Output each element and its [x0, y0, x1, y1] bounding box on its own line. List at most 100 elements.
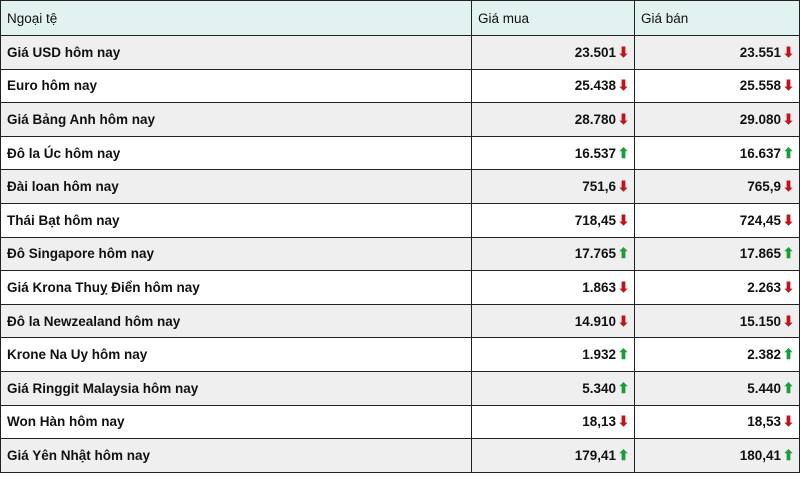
- table-row: Thái Bạt hôm nay 718,45 ⬇ 724,45 ⬇: [0, 202, 800, 238]
- table-row: Giá Ringgit Malaysia hôm nay 5.340 ⬆ 5.440 ⬆: [0, 370, 800, 406]
- sell-price: 180,41 ⬆: [634, 438, 800, 473]
- sell-price-value: 2.263: [747, 279, 781, 295]
- table-row: Đài loan hôm nay 751,6 ⬇ 765,9 ⬇: [0, 169, 800, 204]
- buy-price-value: 28.780: [574, 111, 616, 127]
- sell-price-value: 765,9: [747, 179, 781, 195]
- arrow-down-icon: ⬇: [617, 77, 630, 94]
- currency-name: Giá Yên Nhật hôm nay: [0, 438, 472, 473]
- sell-price-value: 16.637: [739, 145, 781, 161]
- buy-price: 16.537 ⬆: [471, 135, 635, 171]
- buy-price-value: 751,6: [582, 179, 616, 195]
- buy-price-value: 1.932: [582, 347, 616, 363]
- sell-price: 5.440 ⬆: [634, 370, 800, 406]
- arrow-up-icon: ⬆: [782, 245, 795, 262]
- sell-price: 16.637 ⬆: [634, 135, 800, 171]
- currency-name: Đô la Newzealand hôm nay: [0, 303, 472, 339]
- arrow-down-icon: ⬇: [782, 77, 795, 94]
- sell-price-value: 15.150: [739, 313, 781, 329]
- buy-price-value: 23.501: [574, 44, 616, 60]
- table-row: Giá Bảng Anh hôm nay 28.780 ⬇ 29.080 ⬇: [0, 102, 800, 137]
- arrow-down-icon: ⬇: [782, 278, 795, 295]
- currency-name-value: Giá Yên Nhật hôm nay: [7, 447, 151, 463]
- currency-name-value: Giá Krona Thuỵ Điển hôm nay: [7, 279, 200, 295]
- sell-price-value: 23.551: [739, 44, 781, 60]
- buy-price: 718,45 ⬇: [471, 202, 635, 238]
- currency-name: Won Hàn hôm nay: [0, 404, 472, 440]
- currency-name-value: Đô la Úc hôm nay: [7, 145, 121, 161]
- arrow-up-icon: ⬆: [782, 346, 795, 363]
- currency-name: Giá Ringgit Malaysia hôm nay: [0, 370, 472, 406]
- arrow-down-icon: ⬇: [782, 178, 795, 195]
- table-row: Đô la Newzealand hôm nay 14.910 ⬇ 15.150 ⬇: [0, 303, 800, 339]
- buy-price: 25.438 ⬇: [471, 68, 635, 104]
- table-row: Đô Singapore hôm nay 17.765 ⬆ 17.865 ⬆: [0, 236, 800, 272]
- arrow-up-icon: ⬆: [617, 446, 630, 463]
- sell-price-value: 18,53: [747, 414, 781, 430]
- currency-name-value: Giá Ringgit Malaysia hôm nay: [7, 380, 199, 396]
- buy-price-value: 14.910: [574, 313, 616, 329]
- sell-price-value: 5.440: [747, 380, 781, 396]
- buy-price: 14.910 ⬇: [471, 303, 635, 339]
- arrow-up-icon: ⬆: [617, 245, 630, 262]
- currency-name-value: Đô la Newzealand hôm nay: [7, 313, 181, 329]
- table-row: Krone Na Uy hôm nay 1.932 ⬆ 2.382 ⬆: [0, 337, 800, 372]
- arrow-down-icon: ⬇: [617, 110, 630, 127]
- arrow-down-icon: ⬇: [782, 110, 795, 127]
- currency-name: Giá USD hôm nay: [0, 35, 472, 70]
- arrow-up-icon: ⬆: [782, 379, 795, 396]
- arrow-up-icon: ⬆: [617, 379, 630, 396]
- sell-price: 765,9 ⬇: [634, 169, 800, 204]
- buy-price: 5.340 ⬆: [471, 370, 635, 406]
- currency-name-value: Euro hôm nay: [7, 78, 98, 94]
- buy-price: 1.932 ⬆: [471, 337, 635, 372]
- table-row: Won Hàn hôm nay 18,13 ⬇ 18,53 ⬇: [0, 404, 800, 440]
- buy-price-value: 718,45: [574, 212, 616, 228]
- sell-price: 2.382 ⬆: [634, 337, 800, 372]
- currency-name-value: Thái Bạt hôm nay: [7, 212, 120, 228]
- sell-price: 724,45 ⬇: [634, 202, 800, 238]
- sell-price-value: 180,41: [739, 447, 781, 463]
- sell-price: 29.080 ⬇: [634, 102, 800, 137]
- sell-price-value: 17.865: [739, 246, 781, 262]
- arrow-down-icon: ⬇: [782, 312, 795, 329]
- buy-price-value: 1.863: [582, 279, 616, 295]
- currency-name: Đô Singapore hôm nay: [0, 236, 472, 272]
- currency-name: Euro hôm nay: [0, 68, 472, 104]
- arrow-down-icon: ⬇: [617, 278, 630, 295]
- arrow-down-icon: ⬇: [617, 211, 630, 228]
- sell-price: 17.865 ⬆: [634, 236, 800, 272]
- buy-price: 23.501 ⬇: [471, 35, 635, 70]
- arrow-down-icon: ⬇: [617, 312, 630, 329]
- table-row: Giá Krona Thuỵ Điển hôm nay 1.863 ⬇ 2.263 ⬇: [0, 270, 800, 305]
- currency-name-value: Giá Bảng Anh hôm nay: [7, 111, 156, 127]
- arrow-down-icon: ⬇: [782, 211, 795, 228]
- table-row: Giá USD hôm nay 23.501 ⬇ 23.551 ⬇: [0, 35, 800, 70]
- currency-name: Đài loan hôm nay: [0, 169, 472, 204]
- header-currency: Ngoại tệ: [0, 0, 472, 36]
- arrow-down-icon: ⬇: [782, 43, 795, 60]
- header-buy: Giá mua: [471, 0, 635, 36]
- sell-price: 25.558 ⬇: [634, 68, 800, 104]
- buy-price-value: 25.438: [574, 78, 616, 94]
- sell-price: 15.150 ⬇: [634, 303, 800, 339]
- arrow-down-icon: ⬇: [617, 178, 630, 195]
- currency-name: Giá Krona Thuỵ Điển hôm nay: [0, 270, 472, 305]
- arrow-down-icon: ⬇: [617, 43, 630, 60]
- header-sell: Giá bán: [634, 0, 800, 36]
- buy-price: 1.863 ⬇: [471, 270, 635, 305]
- table-row: Đô la Úc hôm nay 16.537 ⬆ 16.637 ⬆: [0, 135, 800, 171]
- arrow-up-icon: ⬆: [782, 144, 795, 161]
- currency-name-value: Đô Singapore hôm nay: [7, 246, 155, 262]
- arrow-up-icon: ⬆: [617, 144, 630, 161]
- arrow-up-icon: ⬆: [782, 446, 795, 463]
- sell-price: 2.263 ⬇: [634, 270, 800, 305]
- currency-name-value: Giá USD hôm nay: [7, 44, 121, 60]
- buy-price: 17.765 ⬆: [471, 236, 635, 272]
- buy-price: 18,13 ⬇: [471, 404, 635, 440]
- currency-name: Thái Bạt hôm nay: [0, 202, 472, 238]
- arrow-down-icon: ⬇: [782, 413, 795, 430]
- currency-name-value: Krone Na Uy hôm nay: [7, 347, 148, 363]
- buy-price-value: 18,13: [582, 414, 616, 430]
- arrow-down-icon: ⬇: [617, 413, 630, 430]
- sell-price-value: 2.382: [747, 347, 781, 363]
